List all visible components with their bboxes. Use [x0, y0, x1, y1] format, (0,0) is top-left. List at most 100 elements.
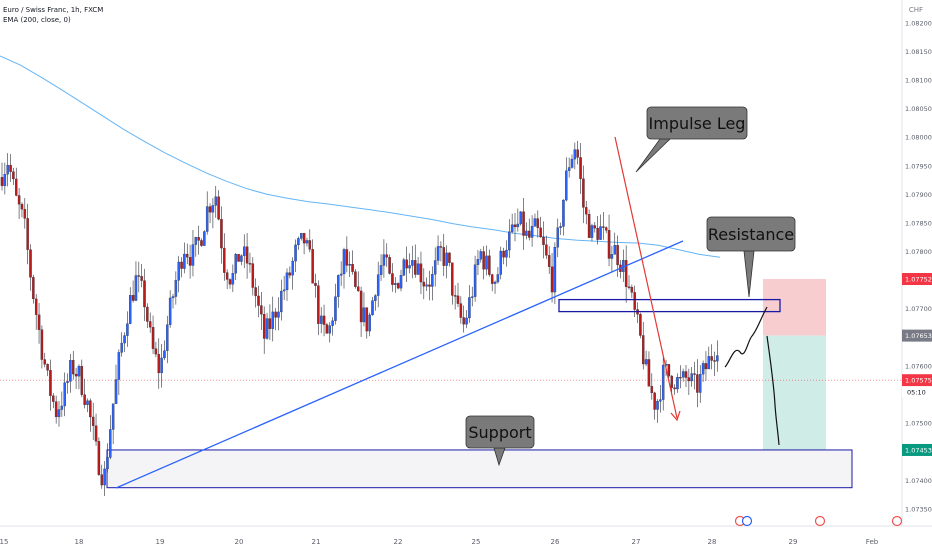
candle-body [217, 196, 220, 220]
candle-body [647, 359, 651, 387]
price-tick-label: 1.07600 [905, 362, 932, 370]
candle-body [228, 279, 232, 285]
support-callout-label: Support [468, 423, 531, 442]
time-tick-label: 29 [789, 538, 798, 546]
price-axis-ticks: CHF 1.08200 1.08150 1.08100 1.08050 1.08000 1.… [905, 6, 932, 513]
countdown-badge [902, 386, 932, 398]
candle-body [203, 231, 206, 246]
candle-body [0, 177, 4, 186]
candle-body [519, 211, 522, 225]
impulse-arrow-line [614, 136, 678, 419]
candle-body [271, 311, 274, 329]
candle-body [479, 251, 483, 260]
candle-body [146, 306, 149, 322]
candle-body [465, 317, 468, 325]
candle-body [547, 255, 551, 267]
candle-body [490, 274, 494, 284]
candle-body [396, 283, 400, 289]
candle-body [391, 273, 394, 285]
candle-body [63, 382, 66, 407]
candle-body [322, 315, 326, 325]
candle-body [305, 240, 309, 244]
candle-body [106, 457, 109, 470]
candle-body [128, 295, 132, 324]
price-tick-label: 1.07700 [905, 305, 932, 313]
candle-body [667, 364, 671, 377]
candle-body [661, 364, 665, 400]
candle-body [453, 295, 457, 297]
candle-body [120, 342, 123, 353]
candle-body [223, 247, 226, 273]
candle-body [639, 314, 642, 336]
candle-body [488, 255, 491, 275]
candle-body [701, 363, 705, 375]
candle-body [140, 276, 143, 281]
candle-body [268, 318, 272, 329]
resistance-price-label: 1.07752 [905, 276, 932, 284]
candle-body [553, 247, 557, 293]
candle-body [513, 224, 517, 228]
candle-body [60, 405, 64, 410]
ascending-trendline [115, 240, 684, 489]
candle-body [200, 240, 203, 246]
candle-body [644, 359, 648, 365]
candle-body [556, 227, 560, 248]
impulse-arrowhead [670, 410, 681, 422]
candle-body [254, 287, 257, 297]
candle-body [388, 257, 391, 274]
candle-body [174, 280, 178, 297]
candle-body [599, 226, 602, 240]
candle-body [596, 227, 599, 240]
candle-body [679, 377, 682, 379]
candle-body [587, 214, 591, 238]
candle-body [482, 251, 485, 270]
candle-body [371, 300, 374, 316]
candle-body [54, 401, 58, 418]
candle-body [308, 240, 312, 250]
price-axis [902, 0, 932, 526]
candle-body [242, 246, 246, 256]
candle-body [34, 298, 38, 315]
time-tick-label: 21 [312, 538, 321, 546]
candle-body [337, 275, 340, 297]
price-tick-label: 1.08050 [905, 105, 932, 113]
candle-body [57, 409, 61, 418]
candle-body [510, 224, 514, 232]
candle-body [439, 246, 443, 248]
resistance-callout-label: Resistance [708, 225, 794, 244]
candle-body [690, 373, 693, 382]
impulse-leg-callout-box [646, 106, 748, 140]
candle-body [111, 403, 115, 430]
candle-body [168, 297, 172, 325]
candle-body [100, 474, 104, 486]
candle-body [485, 255, 488, 270]
candle-body [37, 314, 41, 330]
candle-body [257, 295, 260, 306]
candle-body [502, 250, 505, 258]
candle-body [470, 296, 474, 298]
candle-body [505, 249, 508, 258]
entry-price-badge [902, 329, 932, 342]
candle-body [616, 245, 619, 266]
price-tick-label: 1.07350 [905, 505, 932, 513]
time-axis-ticks: 15 18 19 20 21 22 25 26 27 28 29 Feb [0, 538, 879, 546]
candle-body [676, 377, 679, 390]
candle-body [468, 297, 471, 319]
candle-body [399, 275, 403, 289]
entry-price-label: 1.07653 [905, 332, 932, 340]
stop-loss-zone [763, 279, 826, 336]
candle-body [66, 381, 69, 383]
candle-body [117, 352, 121, 380]
candle-body [32, 277, 35, 300]
candle-body [382, 254, 386, 266]
candle-body [280, 290, 283, 313]
candle-body [670, 375, 674, 388]
candle-body [693, 373, 696, 375]
candle-body [525, 230, 528, 236]
candle-body [582, 178, 585, 208]
candle-body [362, 307, 366, 323]
candle-body [317, 285, 320, 324]
candle-body [448, 252, 451, 263]
